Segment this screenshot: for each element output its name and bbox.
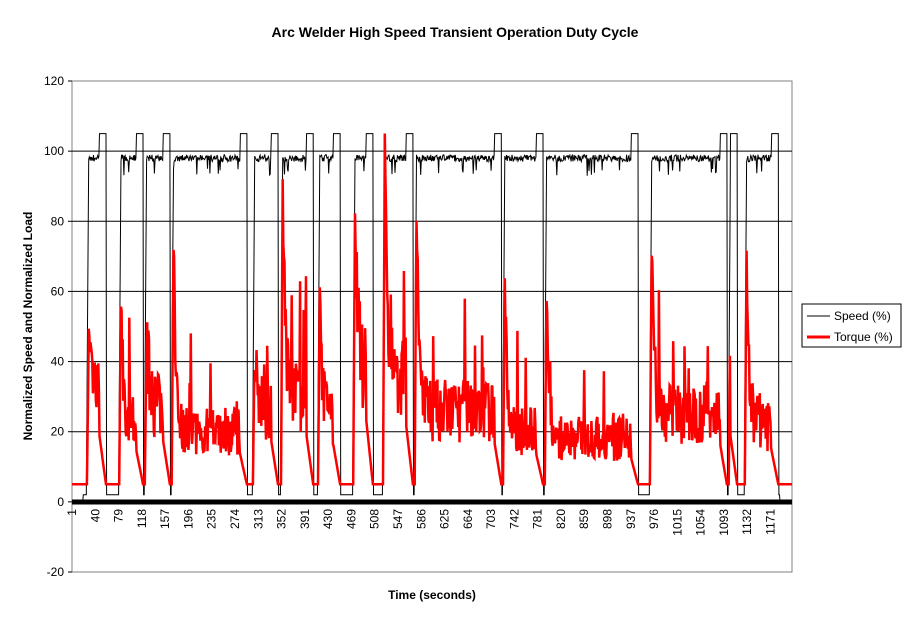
chart-title: Arc Welder High Speed Transient Operatio… — [272, 24, 639, 40]
x-tick-label: 40 — [88, 509, 102, 523]
y-tick-label: 80 — [51, 214, 65, 228]
x-tick-label: 898 — [601, 509, 615, 529]
y-tick-label: -20 — [47, 565, 65, 579]
y-tick-label: 0 — [57, 495, 64, 509]
x-tick-label: 1093 — [717, 509, 731, 536]
x-tick-label: 79 — [112, 509, 126, 523]
y-tick-label: 120 — [44, 74, 64, 88]
x-tick-label: 469 — [344, 509, 358, 529]
x-tick-labels: 1 40 79 118 157 196 235 274 313 352 391 430 469 508 54… — [65, 509, 778, 536]
x-tick-label: 157 — [158, 509, 172, 529]
y-tick-label: 40 — [51, 355, 65, 369]
x-tick-label: 118 — [135, 509, 149, 528]
legend-torque-label: Torque (%) — [834, 330, 893, 344]
x-tick-label: 1171 — [764, 509, 778, 535]
x-axis-title: Time (seconds) — [388, 588, 476, 602]
x-tick-label: 235 — [205, 509, 219, 529]
x-tick-label: 781 — [531, 509, 545, 529]
x-tick-label: 274 — [228, 509, 242, 529]
x-tick-label: 664 — [461, 509, 475, 529]
x-tick-label: 937 — [624, 509, 638, 529]
x-tick-label: 196 — [181, 509, 195, 529]
x-tick-label: 313 — [251, 509, 265, 529]
x-tick-label: 586 — [414, 509, 428, 529]
x-tick-label: 508 — [368, 509, 382, 529]
x-tick-label: 1132 — [740, 509, 754, 535]
x-tick-label: 1 — [65, 509, 79, 516]
x-tick-label: 547 — [391, 509, 405, 529]
y-tick-label: 20 — [51, 425, 65, 439]
series-speed-line — [72, 133, 792, 503]
x-tick-label: 976 — [647, 509, 661, 529]
x-tick-label: 352 — [275, 509, 289, 529]
y-axis-title: Normalized Speed and Normalized Load — [21, 212, 35, 441]
x-tick-label: 1015 — [670, 509, 684, 536]
x-tick-label: 625 — [438, 509, 452, 529]
x-tick-label: 859 — [577, 509, 591, 529]
plot-area — [71, 80, 793, 573]
y-tick-label: 100 — [44, 144, 64, 158]
x-tick-label: 430 — [321, 509, 335, 529]
legend-box — [801, 303, 902, 348]
legend-speed-label: Speed (%) — [834, 309, 891, 323]
x-tick-label: 742 — [507, 509, 521, 529]
y-tick-labels: -20 0 20 40 60 80 100 120 — [44, 74, 64, 579]
x-tick-label: 820 — [554, 509, 568, 529]
x-tick-label: 1054 — [694, 509, 708, 536]
series-torque-line — [72, 133, 792, 486]
legend: Speed (%) Torque (%) — [801, 303, 902, 348]
y-tick-label: 60 — [51, 284, 65, 298]
x-tick-label: 391 — [298, 509, 312, 529]
x-tick-label: 703 — [484, 509, 498, 529]
